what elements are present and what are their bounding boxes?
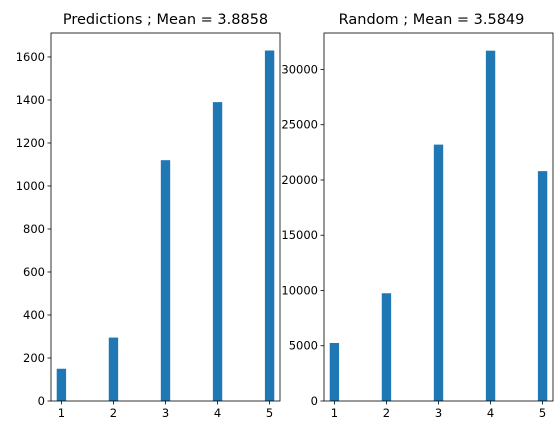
bar — [56, 368, 67, 401]
chart-title: Predictions ; Mean = 3.8858 — [63, 12, 268, 28]
bar — [212, 102, 223, 401]
y-tick-label: 20000 — [281, 173, 318, 187]
y-tick-label: 1000 — [16, 179, 45, 193]
bar — [108, 337, 119, 401]
y-tick-label: 30000 — [281, 62, 318, 76]
bar — [485, 50, 496, 402]
bar — [264, 50, 275, 402]
chart-random: Random ; Mean = 3.5849 1 2 3 4 5 0 5000 10000 15… — [281, 12, 554, 420]
y-tick-label: 0 — [311, 394, 318, 408]
y-tick-label: 1400 — [16, 93, 45, 107]
x-tick-label: 1 — [331, 406, 338, 420]
x-tick-label: 2 — [383, 406, 390, 420]
y-tick-label: 0 — [38, 394, 45, 408]
y-tick-label: 1600 — [16, 50, 45, 64]
y-tick-label: 1200 — [16, 136, 45, 150]
bar — [433, 144, 444, 401]
y-tick-label: 600 — [23, 265, 45, 279]
x-tick-label: 3 — [162, 406, 169, 420]
x-tick-label: 3 — [435, 406, 442, 420]
y-tick-label: 200 — [23, 351, 45, 365]
y-tick-label: 10000 — [281, 283, 318, 297]
y-tick-label: 25000 — [281, 118, 318, 132]
x-tick-label: 1 — [58, 406, 65, 420]
y-tick-label: 15000 — [281, 228, 318, 242]
chart-title: Random ; Mean = 3.5849 — [339, 12, 525, 28]
y-tick-label: 800 — [23, 222, 45, 236]
bar — [329, 342, 340, 401]
chart-predictions: Predictions ; Mean = 3.8858 1 2 3 4 5 0 200 400… — [16, 12, 281, 420]
bar — [160, 160, 171, 401]
bar — [537, 171, 548, 401]
x-tick-label: 2 — [110, 406, 117, 420]
x-tick-label: 5 — [266, 406, 273, 420]
x-tick-label: 4 — [214, 406, 221, 420]
x-tick-label: 4 — [487, 406, 494, 420]
y-tick-label: 400 — [23, 308, 45, 322]
bar — [381, 293, 392, 401]
x-tick-label: 5 — [539, 406, 546, 420]
y-tick-label: 5000 — [289, 339, 318, 353]
